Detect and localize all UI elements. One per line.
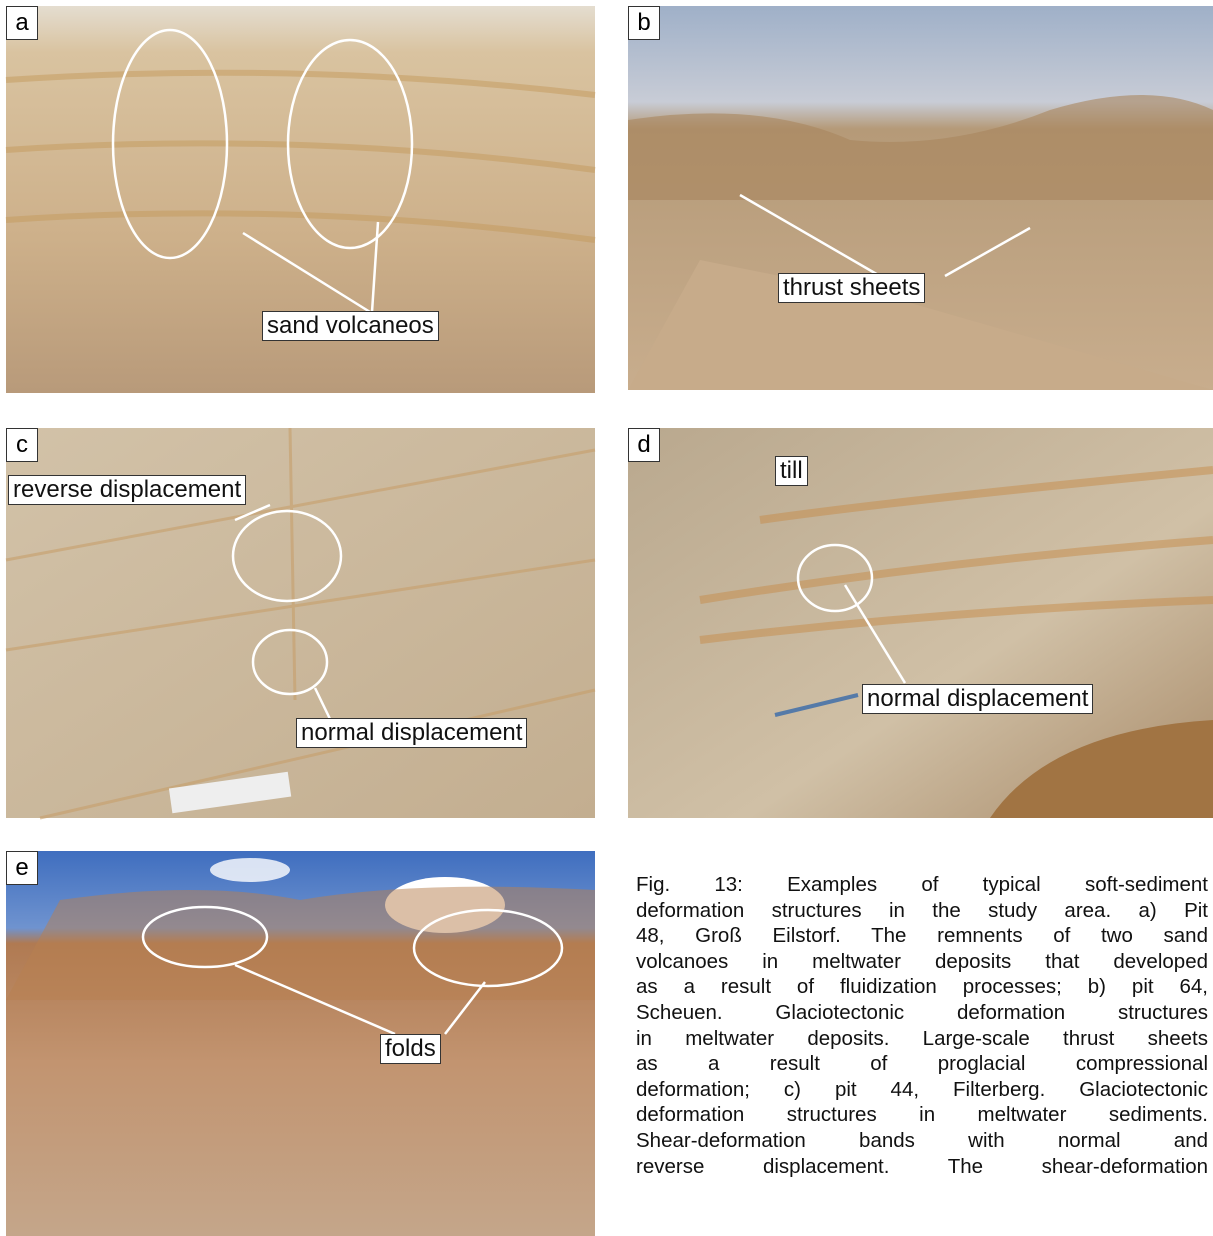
caption-line: 48, Groß Eilstorf. The remnents of two s… <box>636 923 1208 949</box>
annotation: reverse displacement <box>8 475 246 505</box>
caption-line: deformation structures in the study area… <box>636 898 1208 924</box>
caption: Fig. 13: Examples of typical soft-sedime… <box>636 872 1208 1179</box>
caption-line: deformation structures in meltwater sedi… <box>636 1102 1208 1128</box>
caption-line: as a result of proglacial compressional <box>636 1051 1208 1077</box>
caption-line: reverse displacement. The shear-deformat… <box>636 1154 1208 1180</box>
panel-letter: e <box>6 851 38 885</box>
caption-line: as a result of fluidization processes; b… <box>636 974 1208 1000</box>
caption-line: volcanoes in meltwater deposits that dev… <box>636 949 1208 975</box>
annotation: normal displacement <box>296 718 527 748</box>
annotation: normal displacement <box>862 684 1093 714</box>
annotation: till <box>775 456 808 486</box>
panel-letter: b <box>628 6 660 40</box>
panel-letter: d <box>628 428 660 462</box>
caption-line: in meltwater deposits. Large-scale thrus… <box>636 1026 1208 1052</box>
caption-line: deformation; c) pit 44, Filterberg. Glac… <box>636 1077 1208 1103</box>
panel-letter: c <box>6 428 38 462</box>
annotation: folds <box>380 1034 441 1064</box>
caption-line: Scheuen. Glaciotectonic deformation stru… <box>636 1000 1208 1026</box>
page: a b c d e sand volcaneos thrust sheets r… <box>0 0 1213 1236</box>
annotation: thrust sheets <box>778 273 925 303</box>
caption-line: Shear-deformation bands with normal and <box>636 1128 1208 1154</box>
annotation: sand volcaneos <box>262 311 439 341</box>
caption-line: Fig. 13: Examples of typical soft-sedime… <box>636 872 1208 898</box>
panel-letter: a <box>6 6 38 40</box>
